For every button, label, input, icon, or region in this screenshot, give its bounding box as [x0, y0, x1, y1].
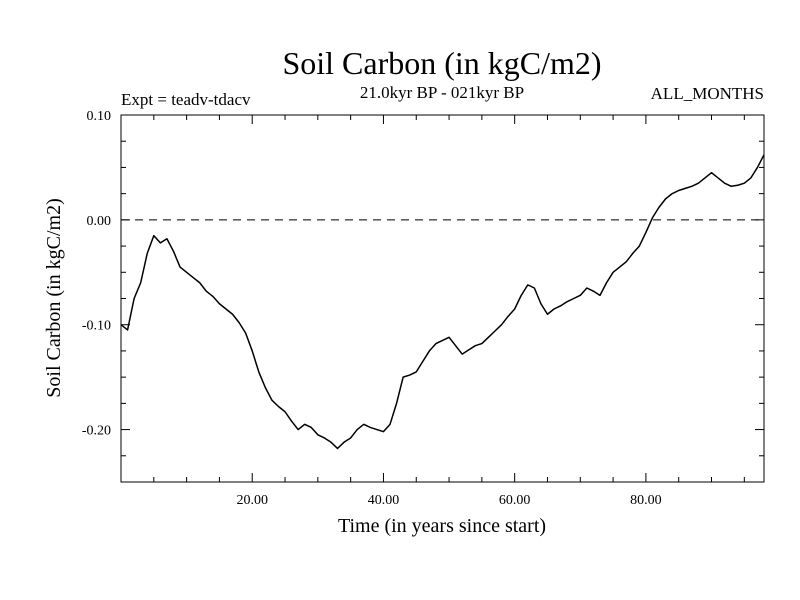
y-axis-label: Soil Carbon (in kgC/m2): [43, 198, 65, 397]
soil-carbon-series-line: [120, 154, 765, 450]
x-tick-label: 40.00: [368, 493, 400, 508]
y-tick-label: 0.00: [87, 214, 112, 229]
axis-tick-labels: 20.00 40.00 60.00 80.00 0.10 0.00 -0.10 -0.20: [82, 109, 662, 508]
y-tick-label: 0.10: [87, 109, 112, 124]
x-tick-label: 60.00: [499, 493, 531, 508]
plot-frame: [120, 114, 765, 483]
x-axis-label: Time (in years since start): [338, 515, 546, 537]
period-label: ALL_MONTHS: [651, 84, 764, 103]
y-tick-label: -0.10: [82, 319, 111, 334]
y-tick-label: -0.20: [82, 424, 111, 439]
experiment-label: Expt = teadv-tdacv: [121, 90, 251, 109]
x-tick-label: 20.00: [236, 493, 268, 508]
x-tick-label: 80.00: [630, 493, 662, 508]
axis-ticks: [121, 114, 764, 483]
chart-title: Soil Carbon (in kgC/m2): [282, 45, 601, 81]
chart-subtitle: 21.0kyr BP - 021kyr BP: [360, 83, 524, 102]
